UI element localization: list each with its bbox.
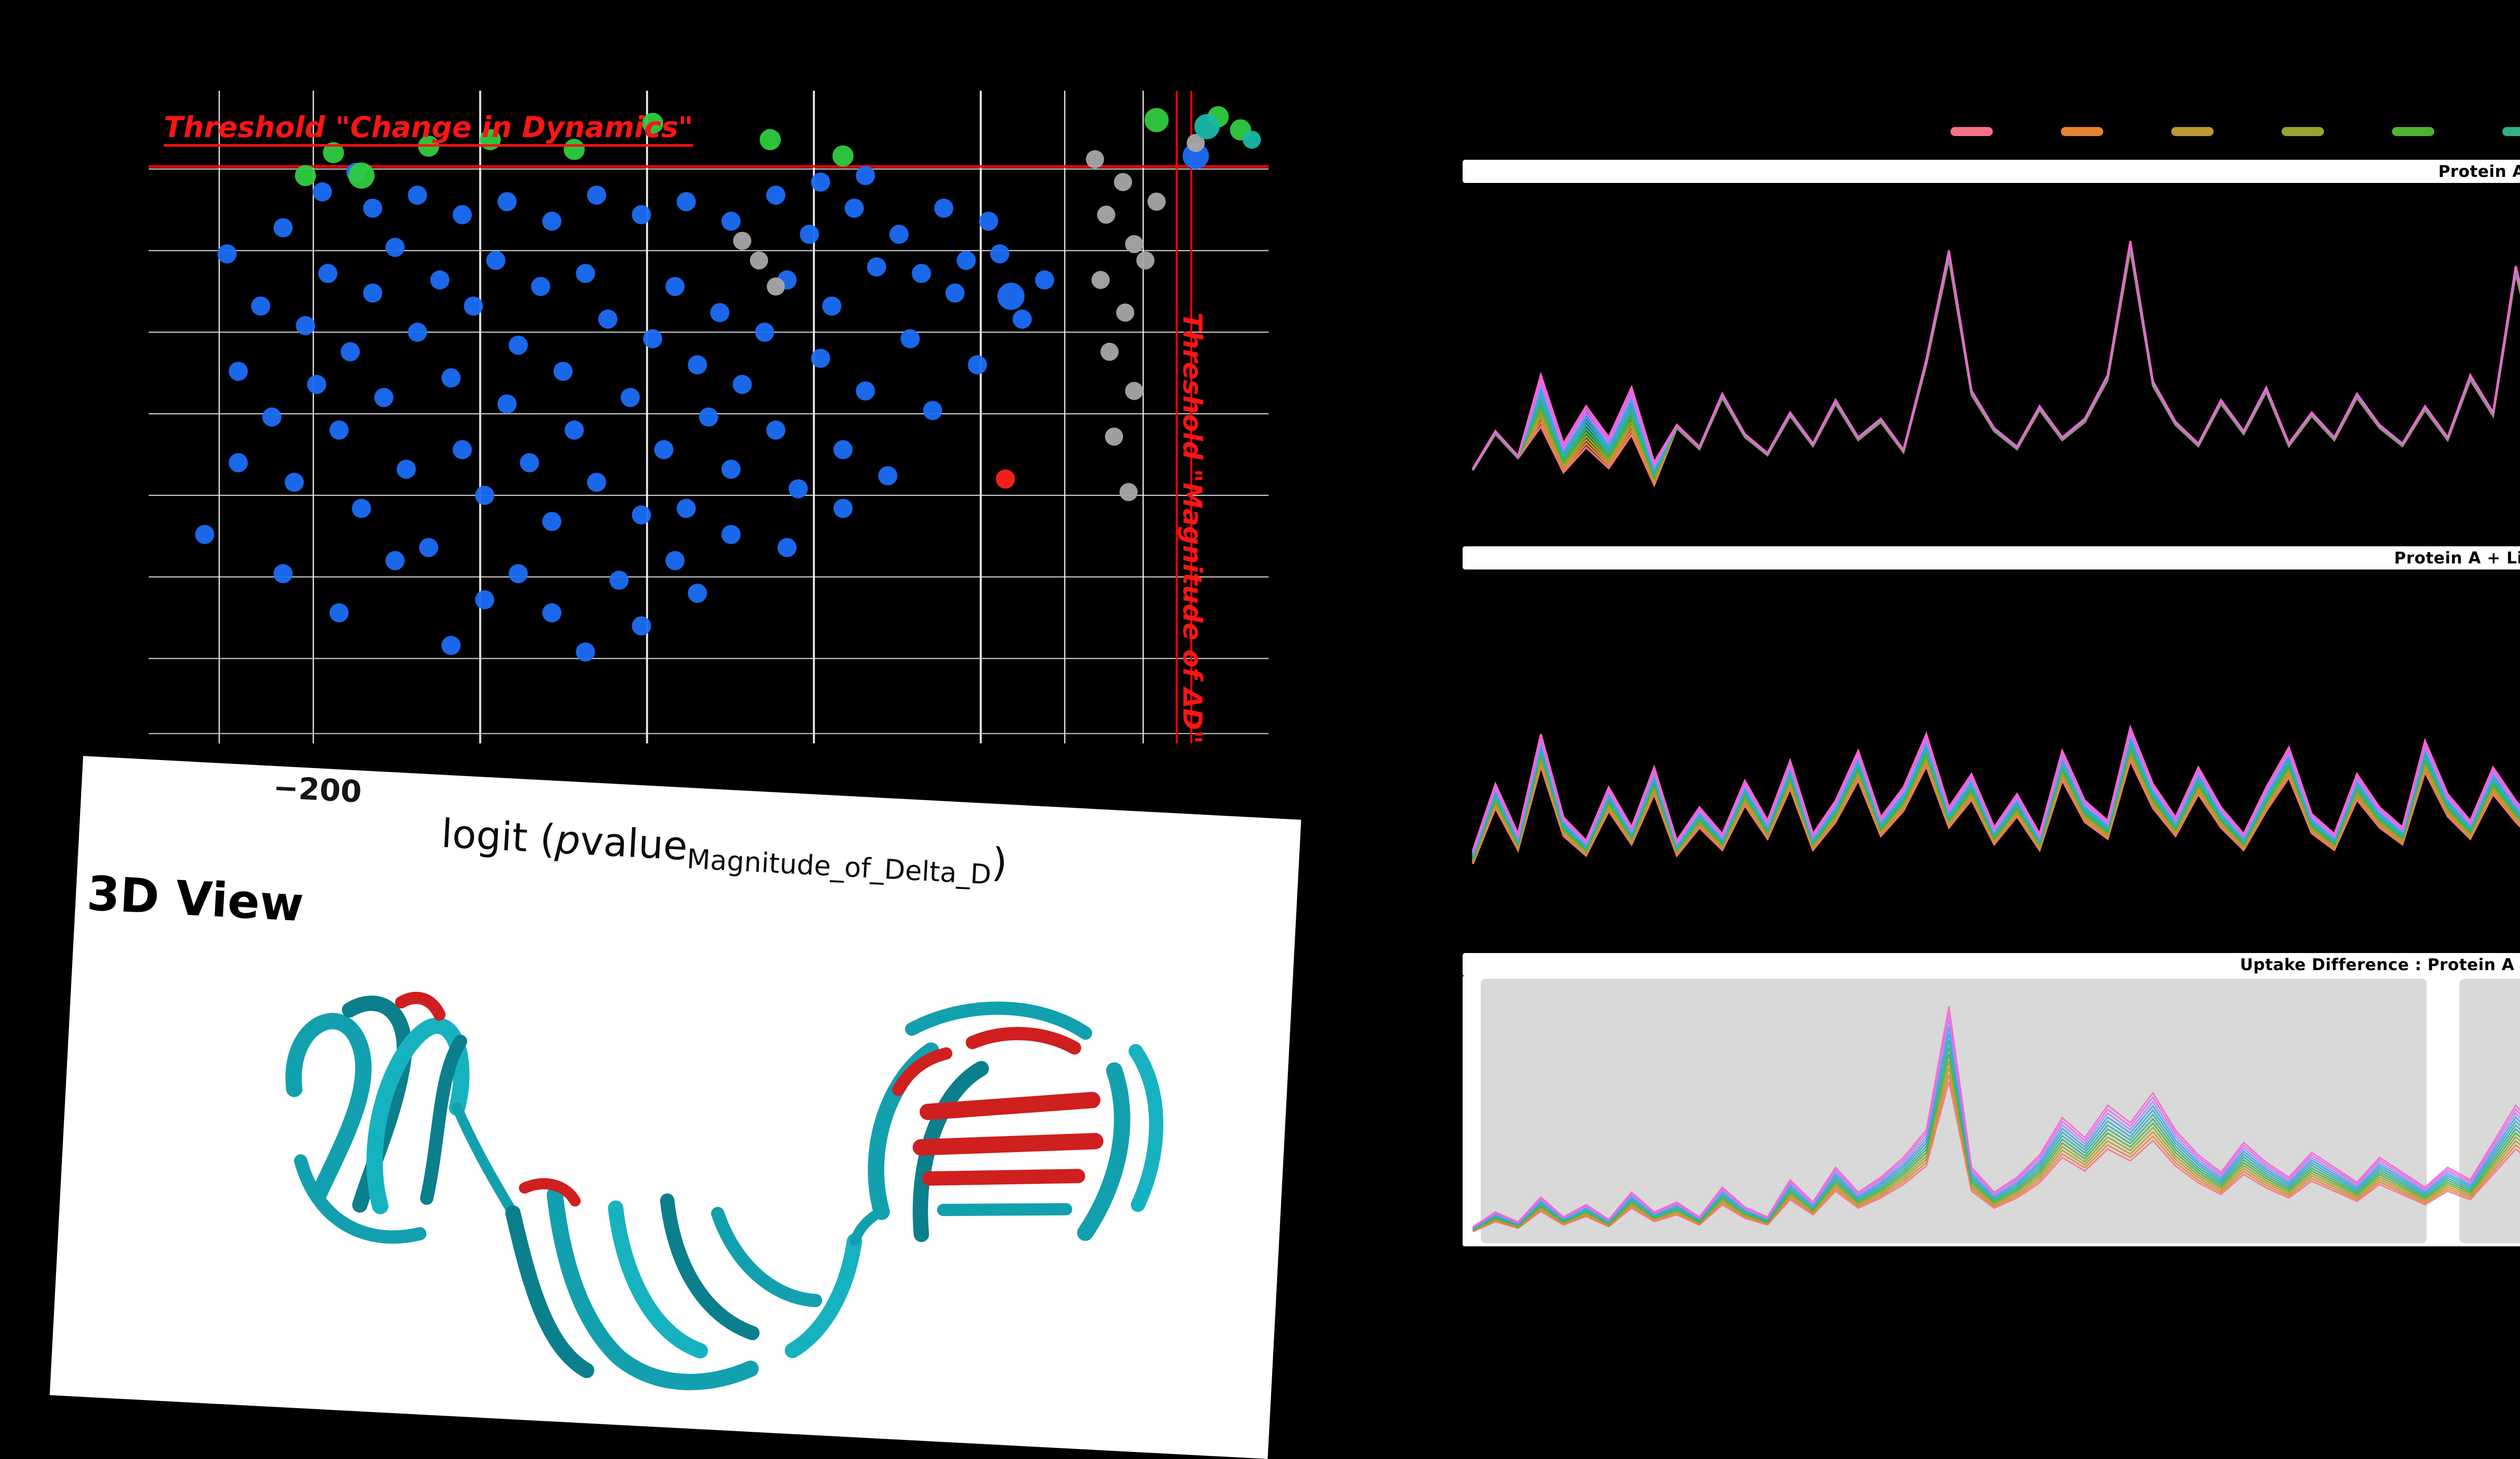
- legend-swatch[interactable]: [2282, 127, 2324, 136]
- x-axis-title-text: logit (: [440, 811, 557, 863]
- timepoint-legend: [1950, 127, 2520, 136]
- panel-title-protein-a-ligand: Protein A + Ligand: [1463, 546, 2520, 569]
- legend-swatch[interactable]: [2392, 127, 2434, 136]
- panel-title-protein-a: Protein A: [1463, 160, 2520, 183]
- threshold-change-dynamics-label: Threshold "Change in Dynamics": [164, 111, 694, 144]
- uptake-difference-panel[interactable]: [1463, 976, 2520, 1246]
- x-axis-title: logit (pvalueMagnitude_of_Delta_D): [320, 805, 1128, 898]
- x-axis-title-subscript: Magnitude_of_Delta_D: [686, 843, 992, 891]
- volcano-plot[interactable]: Threshold "Change in Dynamics" Threshold…: [149, 91, 1269, 744]
- app-root: Threshold "Change in Dynamics" Threshold…: [49, 91, 2520, 1459]
- uptake-difference-chart[interactable]: [1463, 976, 2520, 1246]
- legend-swatch[interactable]: [2061, 127, 2103, 136]
- legend-swatch[interactable]: [2171, 127, 2214, 136]
- view3d-heading: 3D View: [85, 866, 305, 933]
- threshold-magnitude-label: Threshold "Magnitude of ΔD": [1177, 312, 1207, 744]
- panel-title-uptake-difference-text: Uptake Difference : Protein A - (Protein…: [2240, 955, 2520, 974]
- panel-title-protein-a-text: Protein A: [2438, 162, 2520, 181]
- structure-panel[interactable]: −200 logit (pvalueMagnitude_of_Delta_D) …: [49, 756, 1301, 1459]
- x-axis-tick-label: −200: [272, 770, 363, 810]
- panel-title-uptake-difference: Uptake Difference : Protein A - (Protein…: [1463, 953, 2520, 976]
- panel-title-protein-a-ligand-text: Protein A + Ligand: [2394, 548, 2520, 567]
- volcano-svg[interactable]: [149, 91, 1269, 743]
- legend-swatch[interactable]: [1950, 127, 1993, 136]
- protein-a-chart[interactable]: [1463, 184, 2520, 537]
- x-axis-title-text2: value: [579, 818, 689, 869]
- legend-swatch[interactable]: [2502, 127, 2520, 136]
- protein-structure[interactable]: [176, 929, 1272, 1448]
- x-axis-title-close: ): [990, 840, 1009, 886]
- protein-a-ligand-chart[interactable]: [1463, 570, 2520, 940]
- x-axis-title-italic-p: p: [554, 817, 582, 864]
